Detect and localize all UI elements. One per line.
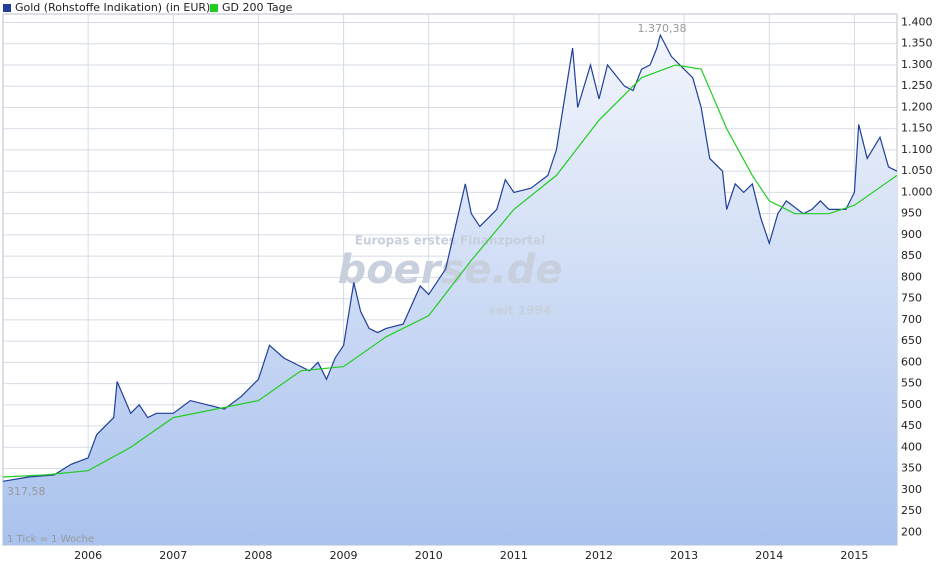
y-tick-label: 1.250	[901, 79, 933, 92]
x-tick-label: 2013	[670, 549, 698, 562]
y-tick-label: 400	[901, 440, 922, 453]
x-tick-label: 2006	[74, 549, 102, 562]
y-tick-label: 1.100	[901, 143, 933, 156]
y-tick-label: 800	[901, 270, 922, 283]
y-tick-label: 950	[901, 207, 922, 220]
area	[3, 35, 897, 545]
x-tick-label: 2007	[159, 549, 187, 562]
y-tick-label: 600	[901, 355, 922, 368]
high-label: 1.370,38	[638, 22, 687, 35]
y-tick-label: 1.300	[901, 58, 933, 71]
legend-label: GD 200 Tage	[222, 1, 293, 14]
y-tick-label: 550	[901, 377, 922, 390]
y-tick-label: 850	[901, 249, 922, 262]
series-line	[2, 64, 898, 478]
y-tick-label: 500	[901, 398, 922, 411]
y-tick-label: 300	[901, 483, 922, 496]
y-tick-label: 700	[901, 313, 922, 326]
x-tick-label: 2009	[330, 549, 358, 562]
y-tick-label: 1.000	[901, 185, 933, 198]
legend-swatch	[3, 4, 11, 12]
y-tick-label: 350	[901, 462, 922, 475]
low-label: 317,58	[7, 485, 46, 498]
series-line	[2, 33, 898, 482]
legend-label: Gold (Rohstoffe Indikation) (in EUR)	[15, 1, 210, 14]
x-tick-label: 2008	[244, 549, 272, 562]
y-tick-label: 750	[901, 292, 922, 305]
y-tick-label: 1.150	[901, 122, 933, 135]
y-tick-label: 1.350	[901, 37, 933, 50]
y-tick-label: 250	[901, 504, 922, 517]
watermark: boerse.de	[338, 247, 563, 293]
y-tick-label: 200	[901, 525, 922, 538]
y-tick-label: 1.200	[901, 100, 933, 113]
x-tick-label: 2012	[585, 549, 613, 562]
watermark: Europas erstes Finanzportal	[355, 234, 545, 248]
x-tick-label: 2015	[840, 549, 868, 562]
y-tick-label: 900	[901, 228, 922, 241]
y-tick-label: 650	[901, 334, 922, 347]
tick-note: 1 Tick = 1 Woche	[7, 534, 94, 545]
x-tick-label: 2011	[500, 549, 528, 562]
watermark: seit 1994	[489, 304, 552, 318]
x-tick-label: 2014	[755, 549, 783, 562]
y-tick-label: 1.400	[901, 15, 933, 28]
x-tick-label: 2010	[415, 549, 443, 562]
y-tick-label: 1.050	[901, 164, 933, 177]
legend-swatch	[210, 4, 218, 12]
y-tick-label: 450	[901, 419, 922, 432]
